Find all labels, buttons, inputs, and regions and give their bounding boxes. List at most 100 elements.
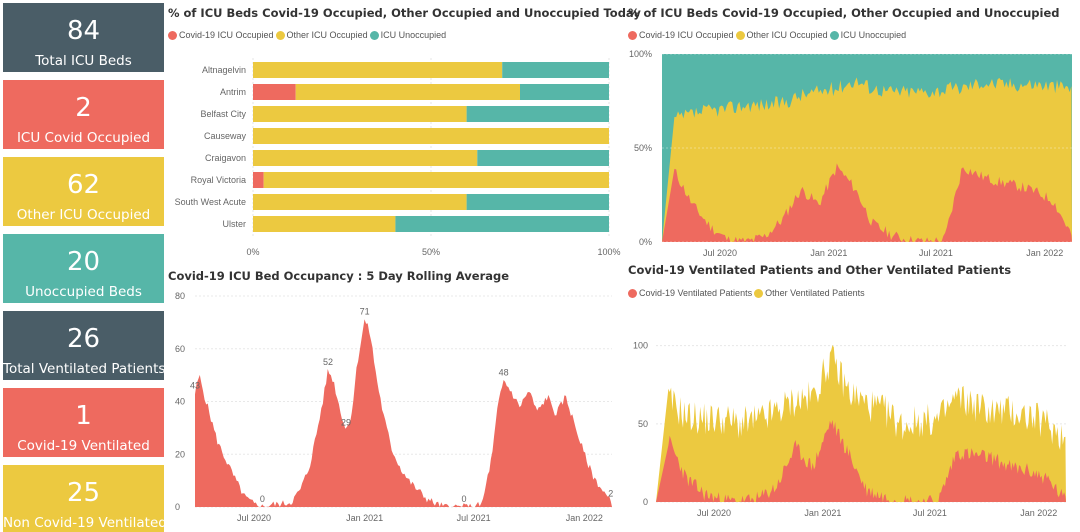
bar-segment: [520, 84, 609, 100]
bar-segment: [295, 84, 520, 100]
legend-item: Covid-19 Ventilated Patients: [628, 288, 752, 298]
kpi-label: Other ICU Occupied: [16, 207, 151, 223]
category-label: Antrim: [220, 87, 246, 97]
legend-item: Other Ventilated Patients: [754, 288, 865, 298]
category-label: South West Acute: [175, 197, 246, 207]
legend-item: ICU Unoccupied: [369, 30, 447, 40]
legend-label: Other ICU Occupied: [286, 30, 368, 40]
x-tick-label: Jul 2020: [697, 508, 731, 518]
x-tick-label: Jan 2021: [810, 248, 847, 258]
y-tick-label: 0%: [639, 237, 652, 247]
kpi-card: 20 Unoccupied Beds: [3, 234, 164, 303]
area-covid-rolling: [195, 319, 612, 507]
bar-segment: [263, 172, 609, 188]
data-label: 52: [323, 357, 333, 367]
legend-label: Other ICU Occupied: [746, 30, 828, 40]
legend-swatch: [735, 30, 745, 40]
category-label: Royal Victoria: [191, 175, 246, 185]
icu-percent-area-chart-title: % of ICU Beds Covid-19 Occupied, Other O…: [628, 6, 1060, 20]
kpi-value: 26: [66, 324, 101, 354]
data-label: 0: [461, 494, 466, 504]
kpi-label: Unoccupied Beds: [25, 284, 142, 300]
legend-item: Covid-19 ICU Occupied: [168, 30, 274, 40]
kpi-card: 62 Other ICU Occupied: [3, 157, 164, 226]
icu-percent-area-chart-legend: Covid-19 ICU Occupied Other ICU Occupied I…: [628, 30, 908, 40]
hospital-bar-chart-legend: Covid-19 ICU Occupied Other ICU Occupied I…: [168, 30, 448, 40]
y-tick-label: 100: [633, 341, 648, 351]
legend-swatch: [628, 288, 637, 298]
data-label: 2: [608, 489, 613, 499]
x-tick-label: Jan 2022: [1026, 248, 1063, 258]
x-tick-label: Jul 2020: [703, 248, 737, 258]
kpi-value: 20: [66, 247, 101, 277]
bar-segment: [466, 106, 609, 122]
kpi-value: 84: [66, 16, 101, 46]
y-tick-label: 100%: [629, 49, 652, 59]
y-tick-label: 50: [638, 419, 648, 429]
data-label: 43: [190, 381, 200, 391]
data-label: 71: [360, 307, 370, 317]
kpi-label: Non Covid-19 Ventilated: [3, 515, 167, 531]
legend-swatch: [754, 288, 764, 298]
kpi-value: 62: [66, 170, 101, 200]
x-tick-label: Jan 2022: [566, 513, 603, 523]
y-tick-label: 0: [175, 502, 180, 512]
x-tick-label: Jan 2021: [804, 508, 841, 518]
ventilated-patients-chart-legend: Covid-19 Ventilated Patients Other Ventil…: [628, 288, 867, 298]
x-tick-label: Jul 2021: [913, 508, 947, 518]
ventilated-patients-chart: 0 50 100 Jul 2020 Jan 2021 Jul 2021 Jan 2022: [633, 341, 1066, 518]
kpi-card: 84 Total ICU Beds: [3, 3, 164, 72]
kpi-label: Total Ventilated Patients: [3, 361, 166, 377]
category-label: Causeway: [204, 131, 247, 141]
kpi-card: 26 Total Ventilated Patients: [3, 311, 166, 380]
kpi-value: 2: [75, 93, 92, 123]
x-tick-label: Jul 2020: [237, 513, 271, 523]
ventilated-patients-chart-title: Covid-19 Ventilated Patients and Other V…: [628, 263, 1012, 277]
legend-swatch: [369, 30, 379, 40]
legend-label: Other Ventilated Patients: [765, 288, 865, 298]
bar-segment: [253, 62, 503, 78]
bar-segment: [253, 172, 264, 188]
legend-swatch: [829, 30, 839, 40]
category-label: Altnagelvin: [202, 65, 246, 75]
x-tick-label: 100%: [597, 247, 620, 257]
legend-item: Covid-19 ICU Occupied: [628, 30, 734, 40]
kpi-card: 2 ICU Covid Occupied: [3, 80, 164, 149]
y-tick-label: 80: [175, 291, 185, 301]
kpi-label: ICU Covid Occupied: [16, 130, 151, 146]
x-tick-label: Jul 2021: [919, 248, 953, 258]
bar-segment: [253, 84, 296, 100]
category-label: Ulster: [222, 219, 246, 229]
legend-item: Other ICU Occupied: [275, 30, 368, 40]
bar-segment: [253, 106, 467, 122]
x-tick-label: 0%: [246, 247, 259, 257]
legend-swatch: [275, 30, 285, 40]
legend-label: Covid-19 ICU Occupied: [639, 30, 734, 40]
legend-item: ICU Unoccupied: [829, 30, 907, 40]
legend-item: Other ICU Occupied: [735, 30, 828, 40]
legend-label: ICU Unoccupied: [840, 30, 907, 40]
category-label: Belfast City: [200, 109, 246, 119]
kpi-label: Total ICU Beds: [35, 53, 132, 69]
hospital-bar-chart: 0% 50% 100% Altnagelvin Antrim Belfast City Ca…: [175, 58, 621, 257]
kpi-card: 1 Covid-19 Ventilated: [3, 388, 164, 457]
bar-segment: [502, 62, 609, 78]
area-covid: [662, 163, 1072, 242]
bar-segment: [477, 150, 609, 166]
legend-label: Covid-19 Ventilated Patients: [639, 288, 753, 298]
category-label: Craigavon: [205, 153, 246, 163]
legend-swatch: [168, 30, 177, 40]
bar-segment: [253, 216, 396, 232]
y-tick-label: 50%: [634, 143, 652, 153]
data-label: 0: [260, 494, 265, 504]
kpi-card: 25 Non Covid-19 Ventilated: [3, 465, 167, 532]
bar-segment: [253, 150, 478, 166]
kpi-value: 25: [66, 478, 101, 508]
legend-label: ICU Unoccupied: [380, 30, 447, 40]
legend-label: Covid-19 ICU Occupied: [179, 30, 274, 40]
y-tick-label: 0: [643, 497, 648, 507]
x-tick-label: Jan 2021: [346, 513, 383, 523]
bar-segment: [253, 194, 467, 210]
kpi-label: Covid-19 Ventilated: [17, 438, 150, 454]
covid-rolling-average-chart: 0 20 40 60 80 43 0 52 29 71 0 48 2 Jul 2020 Jan 2021 Ju…: [175, 291, 613, 523]
